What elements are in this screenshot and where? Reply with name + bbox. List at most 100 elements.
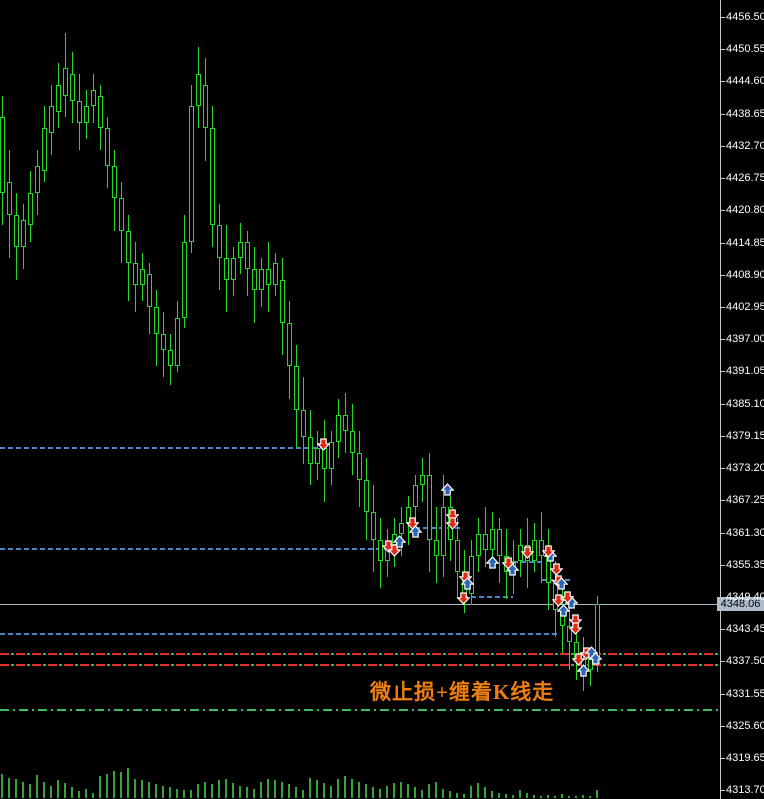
sell-arrow-icon (501, 557, 516, 570)
axis-price-label: 4367.25 (726, 494, 764, 506)
axis-price-label: 4391.05 (726, 365, 764, 377)
chart-canvas[interactable]: 微止损+缠着K线走 (0, 0, 720, 799)
sell-arrow-icon (568, 622, 583, 635)
candlestick (112, 166, 117, 198)
volume-bar (519, 790, 521, 798)
axis-tick (721, 178, 725, 179)
level-line-stop-line-2[interactable] (0, 664, 718, 666)
axis-tick (721, 114, 725, 115)
candlestick (147, 274, 152, 307)
level-line-resistance-1[interactable] (0, 447, 322, 449)
sell-arrow-icon (387, 544, 402, 557)
volume-bar (22, 782, 24, 798)
volume-bar (351, 779, 353, 798)
candlestick (294, 366, 299, 410)
volume-bar (505, 794, 507, 798)
candlestick (301, 410, 306, 437)
axis-price-label: 4432.70 (726, 140, 764, 152)
volume-bar (547, 795, 549, 798)
candlestick (420, 475, 425, 485)
axis-tick (721, 243, 725, 244)
axis-price-label: 4408.90 (726, 269, 764, 281)
volume-bar (78, 791, 80, 798)
volume-bar (344, 776, 346, 798)
axis-price-label: 4385.10 (726, 398, 764, 410)
candlestick (217, 225, 222, 258)
volume-bar (253, 789, 255, 798)
sell-arrow-icon (520, 546, 535, 559)
candlestick (371, 512, 376, 540)
axis-price-label: 4325.60 (726, 720, 764, 732)
level-line-target-line[interactable] (0, 709, 718, 711)
level-line-current-price-line[interactable] (0, 604, 718, 605)
axis-tick (721, 371, 725, 372)
axis-tick (721, 500, 725, 501)
volume-bar (568, 796, 570, 798)
sell-arrow-icon (551, 594, 566, 607)
volume-bar (29, 784, 31, 798)
axis-tick (721, 210, 725, 211)
candlestick (140, 269, 145, 285)
volume-bar (239, 786, 241, 798)
volume-bar (1, 774, 3, 798)
volume-bar (575, 796, 577, 798)
candlestick (497, 529, 502, 556)
level-line-resistance-3[interactable] (0, 633, 557, 635)
volume-bar (386, 786, 388, 798)
axis-price-label: 4361.30 (726, 527, 764, 539)
volume-bar (463, 794, 465, 798)
sell-arrow-icon (571, 653, 586, 666)
buy-arrow-icon (392, 535, 407, 548)
price-axis[interactable]: 4348.06 4456.50 4450.55 4444.60 4438.65 4432… (717, 0, 764, 799)
trailing-stop-segment-0[interactable] (415, 527, 463, 529)
candlestick (0, 117, 5, 193)
axis-price-label: 4438.65 (726, 108, 764, 120)
candlestick (203, 85, 208, 128)
volume-bar (435, 782, 437, 798)
candlestick (490, 529, 495, 550)
candlestick (77, 101, 82, 123)
candlestick (119, 198, 124, 231)
candlestick (350, 431, 355, 453)
sell-arrow-icon (445, 517, 460, 530)
axis-tick (721, 533, 725, 534)
volume-bar (554, 796, 556, 798)
sell-arrow-icon (560, 591, 575, 604)
volume-bar (316, 780, 318, 798)
candlestick (287, 323, 292, 366)
trailing-stop-segment-1[interactable] (463, 596, 513, 598)
candlestick (21, 220, 26, 247)
candlestick (224, 258, 229, 280)
candlestick (483, 534, 488, 550)
volume-bar (393, 783, 395, 798)
volume-bar (428, 784, 430, 798)
sell-arrow-icon (458, 571, 473, 584)
candlestick (364, 480, 369, 512)
volume-bar (323, 783, 325, 798)
axis-tick (721, 597, 725, 598)
volume-bar (456, 793, 458, 798)
volume-bar (8, 778, 10, 798)
volume-bar (232, 783, 234, 798)
volume-bar (512, 795, 514, 798)
sell-arrow-icon (405, 517, 420, 530)
candlestick (168, 350, 173, 366)
candlestick (238, 242, 243, 258)
volume-bar (526, 793, 528, 798)
candlestick (105, 128, 110, 166)
candlestick (252, 269, 257, 290)
level-line-resistance-2[interactable] (0, 548, 386, 550)
axis-tick (721, 81, 725, 82)
axis-tick (721, 307, 725, 308)
axis-tick (721, 275, 725, 276)
axis-tick (721, 436, 725, 437)
candlestick (42, 128, 47, 171)
volume-bar (176, 789, 178, 798)
axis-price-label: 4331.55 (726, 688, 764, 700)
level-line-stop-line-1[interactable] (0, 653, 718, 655)
volume-bar (218, 780, 220, 798)
buy-arrow-icon (576, 664, 591, 677)
chart-annotation-text[interactable]: 微止损+缠着K线走 (370, 680, 555, 704)
buy-arrow-icon (556, 604, 571, 617)
candlestick (469, 556, 474, 594)
